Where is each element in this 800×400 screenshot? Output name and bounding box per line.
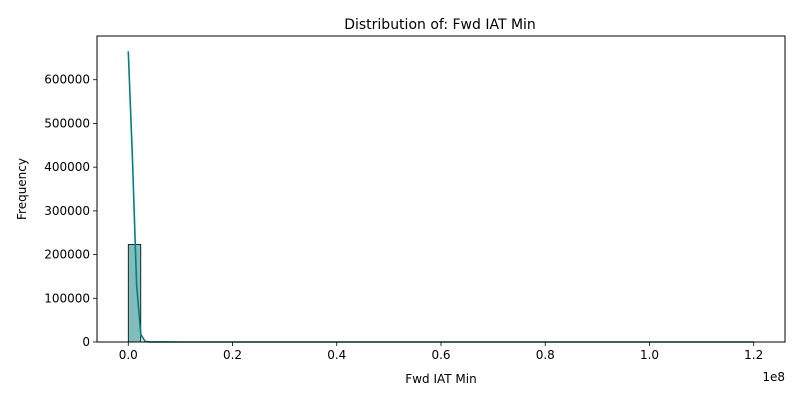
x-tick-label: 0.4	[327, 348, 346, 362]
x-axis-label: Fwd IAT Min	[405, 372, 476, 386]
x-tick-label: 0.2	[223, 348, 242, 362]
x-axis: 0.0 0.2 0.4 0.6 0.8 1.0 1.2	[119, 342, 763, 362]
y-tick-label: 200000	[44, 248, 90, 262]
x-tick-label: 1.2	[744, 348, 763, 362]
chart-title: Distribution of: Fwd IAT Min	[344, 17, 536, 33]
y-tick-label: 600000	[44, 73, 90, 87]
y-tick-label: 500000	[44, 116, 90, 130]
plot-background	[97, 36, 785, 342]
x-tick-label: 0.0	[119, 348, 138, 362]
y-axis-label: Frequency	[15, 158, 29, 220]
y-tick-label: 400000	[44, 160, 90, 174]
y-tick-label: 300000	[44, 204, 90, 218]
y-axis: 0 100000 200000 300000 400000 500000 600000	[44, 73, 97, 349]
y-tick-label: 100000	[44, 291, 90, 305]
x-tick-label: 0.8	[536, 348, 555, 362]
y-tick-label: 0	[82, 335, 90, 349]
plot-area	[96, 35, 786, 343]
x-axis-offset-label: 1e8	[762, 370, 785, 384]
histogram-bar	[127, 244, 142, 343]
x-tick-label: 1.0	[640, 348, 659, 362]
x-tick-label: 0.6	[431, 348, 450, 362]
